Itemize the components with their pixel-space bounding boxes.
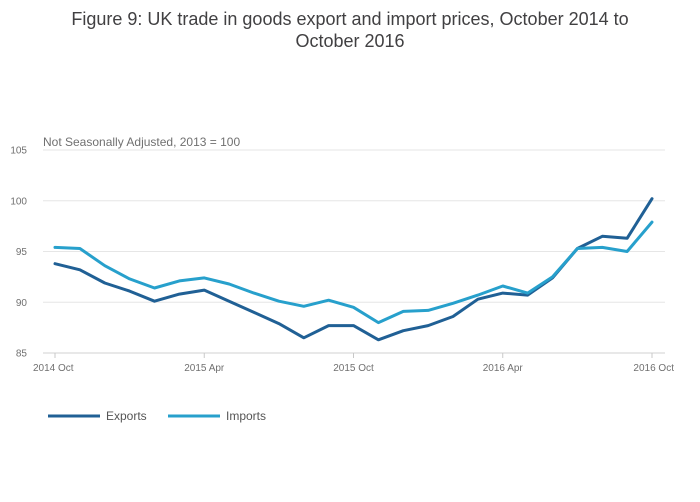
legend: Exports Imports	[48, 409, 266, 423]
series-line-imports	[53, 220, 654, 325]
legend-label-exports: Exports	[106, 409, 147, 423]
series-line-exports	[53, 197, 654, 342]
axes: 85 90 95 100 105 2014 Oct 2015 Apr 2015 Oct 2016…	[10, 146, 674, 375]
chart-subtitle: Not Seasonally Adjusted, 2013 = 100	[43, 135, 240, 149]
x-tick-label: 2014 Oct	[33, 363, 74, 374]
y-tick-label: 95	[16, 247, 28, 258]
y-tick-label: 105	[10, 146, 27, 157]
legend-label-imports: Imports	[226, 409, 266, 423]
series-lines	[53, 197, 654, 342]
y-tick-label: 90	[16, 298, 28, 309]
x-tick-label: 2015 Oct	[333, 363, 374, 374]
x-tick-label: 2016 Apr	[483, 363, 524, 374]
x-tick-label: 2015 Apr	[184, 363, 225, 374]
y-tick-label: 85	[16, 349, 28, 360]
gridlines	[43, 149, 665, 354]
x-tick-label: 2016 Oct	[633, 363, 674, 374]
y-tick-label: 100	[10, 196, 27, 207]
chart-title: Figure 9: UK trade in goods export and i…	[71, 9, 629, 51]
